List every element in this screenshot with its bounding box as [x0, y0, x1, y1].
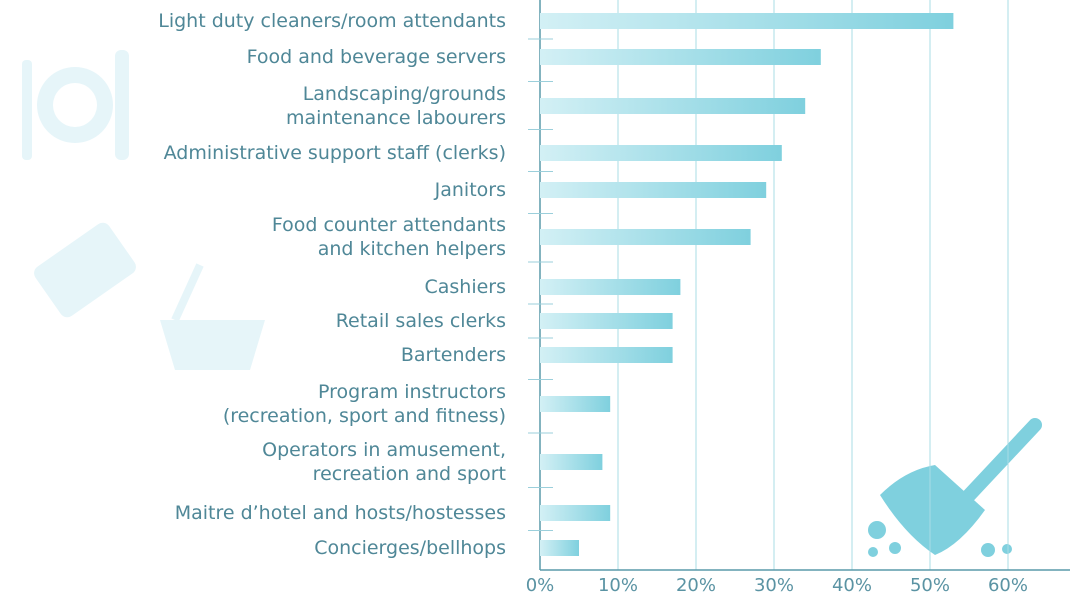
x-tick-label: 20% — [676, 575, 716, 596]
category-label: Janitors — [434, 179, 506, 201]
decorations — [22, 50, 265, 370]
x-tick-label: 60% — [988, 575, 1028, 596]
bar — [540, 347, 673, 363]
category-label: Landscaping/grounds maintenance labourer… — [286, 83, 506, 129]
category-label: Retail sales clerks — [335, 310, 506, 332]
category-label: Bartenders — [400, 344, 506, 366]
category-label: Food counter attendants and kitchen help… — [271, 214, 506, 260]
category-label: Program instructors (recreation, sport a… — [222, 381, 506, 427]
x-tick-label: 0% — [526, 575, 555, 596]
category-label: Administrative support staff (clerks) — [163, 142, 506, 164]
broom-icon — [868, 418, 1042, 557]
x-tick-label: 50% — [910, 575, 950, 596]
bar — [540, 49, 821, 65]
category-label: Maitre d’hotel and hosts/hostesses — [174, 502, 506, 524]
bar — [540, 505, 611, 521]
bar — [540, 98, 806, 114]
bar — [540, 279, 681, 295]
bar — [540, 229, 751, 245]
bar — [540, 454, 603, 470]
bar — [540, 145, 782, 161]
bar — [540, 396, 611, 412]
category-label: Cashiers — [424, 276, 506, 298]
category-label: Food and beverage servers — [246, 46, 506, 68]
category-label: Concierges/bellhops — [314, 537, 506, 559]
category-label: Light duty cleaners/room attendants — [158, 10, 506, 32]
bar — [540, 540, 579, 556]
bar — [540, 13, 954, 29]
x-tick-label: 40% — [832, 575, 872, 596]
bar — [540, 313, 673, 329]
x-tick-label: 10% — [598, 575, 638, 596]
category-label: Operators in amusement, recreation and s… — [262, 439, 506, 485]
x-tick-label: 30% — [754, 575, 794, 596]
bar — [540, 182, 767, 198]
